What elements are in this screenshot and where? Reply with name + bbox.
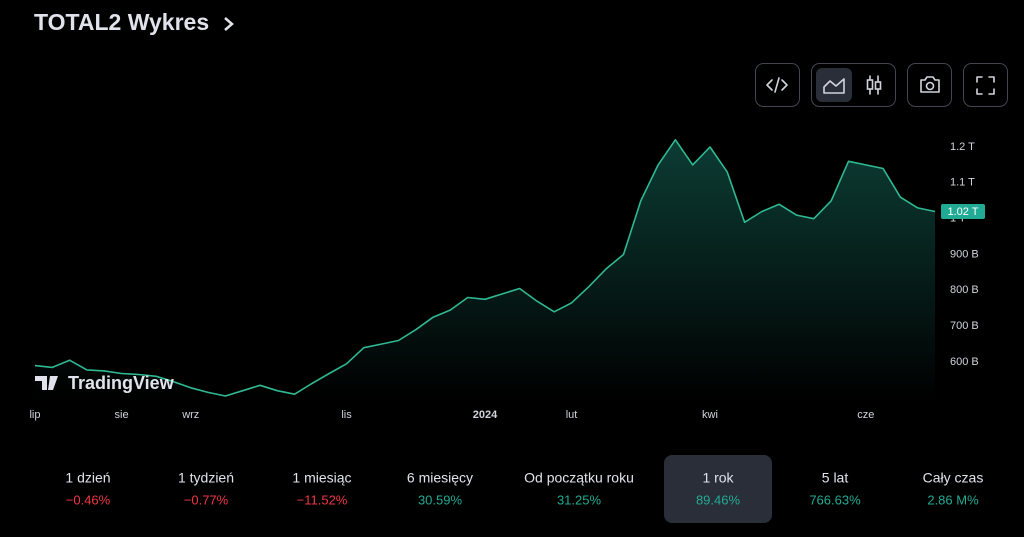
period-tab[interactable]: 1 dzień −0.46% xyxy=(34,455,142,523)
period-label: 1 miesiąc xyxy=(292,470,351,486)
watermark: TradingView xyxy=(35,373,175,393)
x-tick-label: lis xyxy=(341,409,352,421)
period-tab-bg[interactable] xyxy=(34,455,142,523)
period-label: 5 lat xyxy=(822,470,849,486)
period-tab[interactable]: 1 rok 89.46% xyxy=(664,455,772,523)
snapshot-icon-lens xyxy=(925,81,935,91)
period-tab[interactable]: 1 miesiąc −11.52% xyxy=(268,455,376,523)
period-label: 1 dzień xyxy=(65,470,110,486)
watermark-logo-dot xyxy=(49,376,55,382)
fullscreen-icon xyxy=(976,76,995,95)
last-value-label: 1.02 T xyxy=(948,206,979,218)
period-tab[interactable]: 5 lat 766.63% xyxy=(781,455,889,523)
period-tab[interactable]: 6 miesięcy 30.59% xyxy=(386,455,494,523)
x-tick-label: lip xyxy=(29,409,40,421)
y-tick-label: 900 B xyxy=(950,248,979,260)
period-tab[interactable]: Cały czas 2.86 M% xyxy=(899,455,1007,523)
x-tick-label: cze xyxy=(857,409,874,421)
period-tab-bg[interactable] xyxy=(899,455,1007,523)
period-tab-bg[interactable] xyxy=(664,455,772,523)
snapshot-icon xyxy=(920,76,940,93)
price-line xyxy=(34,139,936,397)
candle-icon-body xyxy=(866,79,874,90)
period-tab-bg[interactable] xyxy=(386,455,494,523)
period-label: 6 miesięcy xyxy=(407,470,473,486)
period-change: 766.63% xyxy=(809,492,861,507)
y-tick-label: 700 B xyxy=(950,320,979,332)
period-tab-bg[interactable] xyxy=(152,455,260,523)
fullscreen-button[interactable] xyxy=(963,63,1008,107)
x-tick-label: 2024 xyxy=(473,409,498,421)
x-tick-label: wrz xyxy=(181,409,199,421)
period-change: 30.59% xyxy=(418,492,463,507)
period-change: 89.46% xyxy=(696,492,741,507)
area-icon xyxy=(823,78,845,94)
y-tick-label: 600 B xyxy=(950,356,979,368)
candle-icon-body xyxy=(874,81,882,90)
period-change: −0.46% xyxy=(66,492,111,507)
period-change: 2.86 M% xyxy=(927,492,979,507)
snapshot-button[interactable] xyxy=(907,63,952,107)
candle-button[interactable] xyxy=(856,68,892,102)
embed-icon xyxy=(766,77,788,93)
period-label: 1 rok xyxy=(702,470,734,486)
watermark-text: TradingView xyxy=(68,373,175,393)
period-label: 1 tydzień xyxy=(178,470,234,486)
period-tab[interactable]: Od początku roku 31.25% xyxy=(524,455,634,523)
candle-button-bg[interactable] xyxy=(856,68,892,102)
title[interactable]: TOTAL2 Wykres xyxy=(34,9,209,35)
period-label: Od początku roku xyxy=(524,470,634,486)
toolbar xyxy=(755,63,1008,107)
period-tab[interactable]: 1 tydzień −0.77% xyxy=(152,455,260,523)
x-tick-label: sie xyxy=(115,409,129,421)
period-tab-bg[interactable] xyxy=(525,455,633,523)
period-change: 31.25% xyxy=(557,492,602,507)
period-change: −0.77% xyxy=(184,492,229,507)
y-tick-label: 1.2 T xyxy=(950,141,975,153)
period-tab-bg[interactable] xyxy=(268,455,376,523)
periods: 1 dzień −0.46% 1 tydzień −0.77% 1 miesiąc −11… xyxy=(34,455,1007,523)
period-tab-bg[interactable] xyxy=(781,455,889,523)
period-label: Cały czas xyxy=(923,470,984,486)
period-change: −11.52% xyxy=(297,492,348,507)
y-tick-label: 800 B xyxy=(950,284,979,296)
title-chevron[interactable] xyxy=(224,17,234,31)
y-tick-label: 1.1 T xyxy=(950,177,975,189)
x-tick-label: kwi xyxy=(702,409,718,421)
x-tick-label: lut xyxy=(566,409,578,421)
last-value-tag xyxy=(941,204,985,220)
area-fill xyxy=(35,139,935,402)
